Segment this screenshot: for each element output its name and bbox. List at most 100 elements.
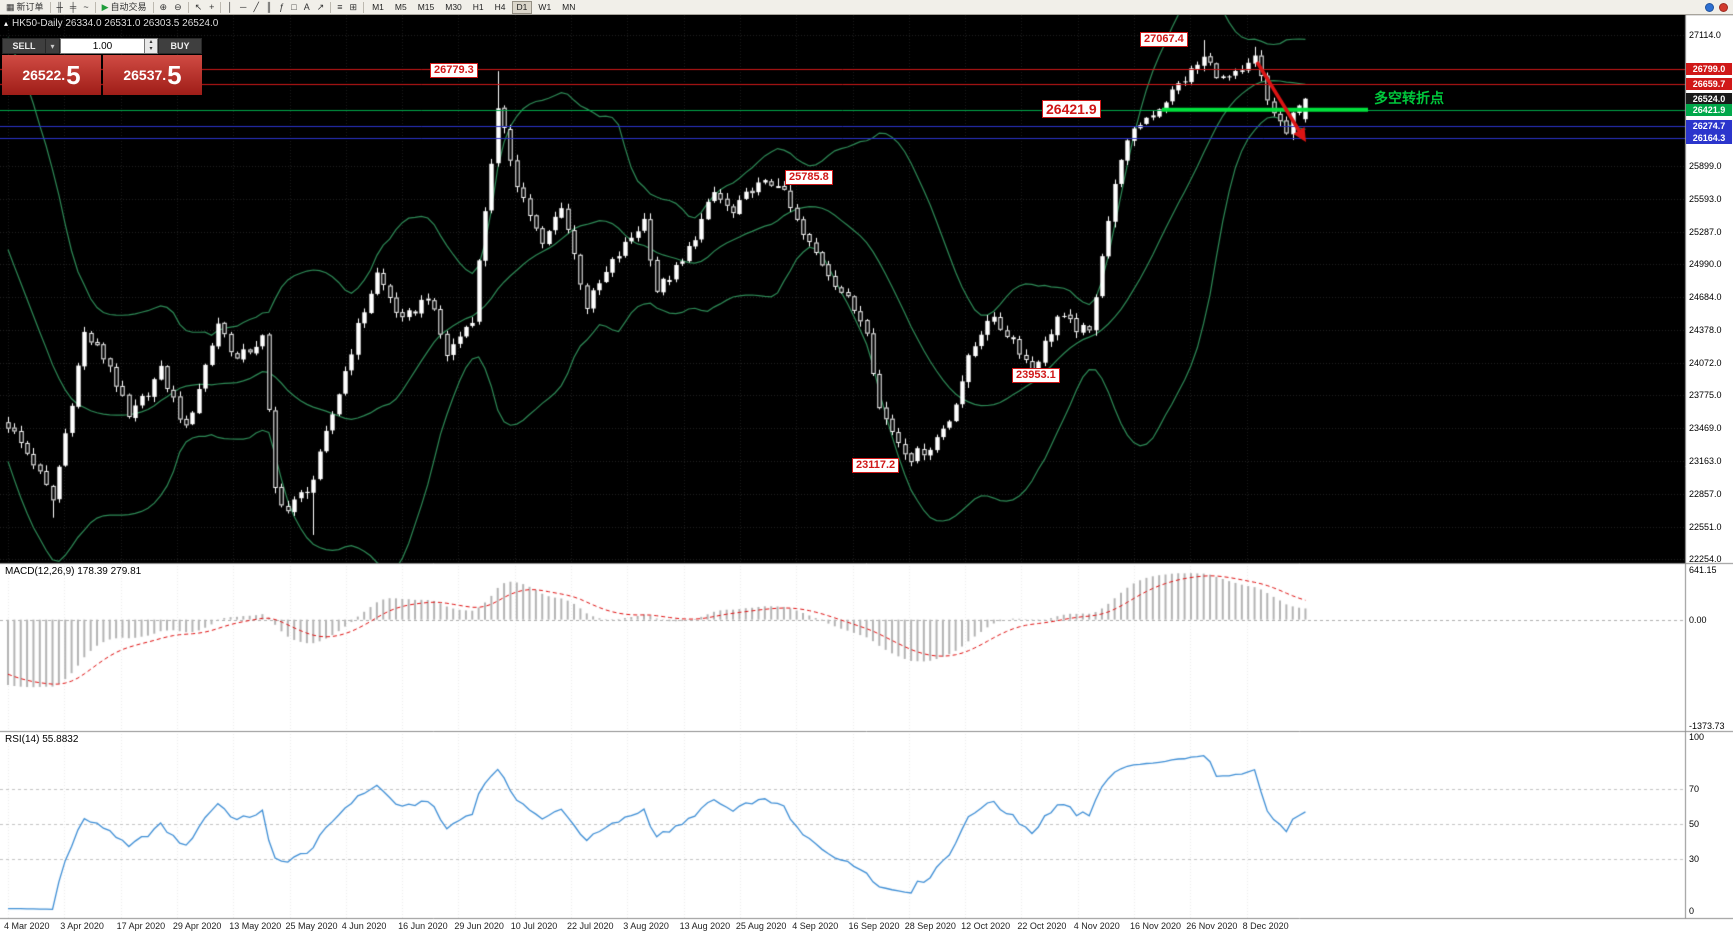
channel-icon-icon: ║ bbox=[265, 1, 273, 12]
toolbar: ▦ 新订单 ╫ ╪ ~ ▶ 自动交易 ⊕ ⊖ ↖ + │ ─ ╱ ║ ƒ □ A ↗ ≡ ⊞ M1 M5 M15 M30 H1 H4… bbox=[0, 0, 1733, 15]
zoom-in-icon[interactable]: ⊕ bbox=[157, 1, 171, 14]
shapes-icon-icon: □ bbox=[291, 1, 297, 12]
date-label: 8 Dec 2020 bbox=[1242, 921, 1289, 931]
zoom-out-icon[interactable]: ⊖ bbox=[171, 1, 185, 14]
price-callout: 26779.3 bbox=[430, 63, 478, 79]
community-icon[interactable] bbox=[1705, 2, 1714, 12]
price-tag: 26799.0 bbox=[1686, 63, 1732, 76]
price-callout: 25785.8 bbox=[785, 170, 833, 186]
shapes-icon[interactable]: □ bbox=[288, 1, 299, 14]
new-order-button-label: 新订单 bbox=[16, 1, 44, 12]
timeframe-m5-button[interactable]: M5 bbox=[390, 1, 412, 14]
cursor-icon-icon: ↖ bbox=[194, 1, 203, 12]
toolbar-separator bbox=[220, 1, 222, 13]
buy-price-main: 26537. bbox=[123, 67, 167, 83]
arrows-icon[interactable]: ↗ bbox=[314, 1, 328, 14]
spinner-up-icon[interactable]: ▴ bbox=[149, 39, 153, 45]
price-axis-label: 27114.0 bbox=[1689, 30, 1721, 41]
macd-axis-label: 0.00 bbox=[1689, 614, 1707, 625]
timeframe-w1-button[interactable]: W1 bbox=[533, 1, 556, 14]
price-axis-label: 24378.0 bbox=[1689, 325, 1722, 336]
date-label: 29 Apr 2020 bbox=[172, 921, 222, 931]
price-callout: 27067.4 bbox=[1140, 32, 1188, 48]
objects-icon-icon: ⊞ bbox=[349, 1, 358, 12]
price-axis-label: 24990.0 bbox=[1689, 259, 1722, 270]
toolbar-separator bbox=[49, 1, 51, 13]
timeframe-mn-button[interactable]: MN bbox=[557, 1, 580, 14]
price-tag: 26274.7 bbox=[1686, 119, 1732, 132]
chart-line-icon-icon: ~ bbox=[83, 1, 89, 12]
date-label: 4 Sep 2020 bbox=[792, 921, 839, 931]
price-tag: 26421.9 bbox=[1686, 103, 1732, 116]
horizontal-line-icon-icon: ─ bbox=[240, 1, 247, 12]
price-axis[interactable]: 27114.0 25899.0 25593.0 25287.0 24990.0 24684… bbox=[1685, 0, 1733, 918]
chart-bars-icon-icon: ╫ bbox=[56, 1, 63, 12]
rsi-label: RSI(14) 55.8832 bbox=[5, 734, 79, 745]
spinner-down-icon[interactable]: ▾ bbox=[149, 46, 153, 52]
buy-price-button[interactable]: 26537. 5 bbox=[103, 55, 202, 95]
macd-axis-label: 641.15 bbox=[1689, 565, 1717, 575]
rsi-axis-label: 50 bbox=[1689, 819, 1700, 829]
price-tag: 26524.0 bbox=[1686, 92, 1732, 105]
date-label: 16 Nov 2020 bbox=[1130, 921, 1182, 931]
arrows-icon-icon: ↗ bbox=[316, 1, 325, 12]
volume-input[interactable] bbox=[60, 38, 145, 54]
date-label: 10 Jul 2020 bbox=[510, 921, 558, 931]
timeframe-h1-button[interactable]: H1 bbox=[468, 1, 489, 14]
autotrading-button[interactable]: ▶ 自动交易 bbox=[99, 1, 150, 14]
chart-bars-icon[interactable]: ╫ bbox=[54, 1, 66, 14]
zoom-out-icon-icon: ⊖ bbox=[174, 1, 182, 12]
timeframe-h4-button[interactable]: H4 bbox=[490, 1, 511, 14]
chart-line-icon[interactable]: ~ bbox=[80, 1, 91, 14]
text-icon[interactable]: A bbox=[301, 1, 313, 14]
symbol-ohlc-text: HK50-Daily 26334.0 26531.0 26303.5 26524… bbox=[12, 18, 219, 29]
price-tag: 26164.3 bbox=[1686, 131, 1732, 144]
toolbar-separator bbox=[94, 1, 96, 13]
date-label: 3 Apr 2020 bbox=[60, 921, 104, 931]
horizontal-line-icon[interactable]: ─ bbox=[237, 1, 249, 14]
trendline-icon[interactable]: ╱ bbox=[250, 1, 261, 14]
fibonacci-icon[interactable]: ƒ bbox=[276, 1, 287, 14]
autotrading-button-label: 自动交易 bbox=[110, 1, 147, 12]
chart-candles-icon[interactable]: ╪ bbox=[67, 1, 79, 14]
timeframe-d1-button[interactable]: D1 bbox=[511, 0, 533, 14]
channel-icon[interactable]: ║ bbox=[263, 1, 275, 14]
sell-price-button[interactable]: 26522. 5 bbox=[2, 55, 101, 95]
timeframe-m1-button[interactable]: M1 bbox=[367, 1, 389, 14]
zoom-in-icon-icon: ⊕ bbox=[159, 1, 168, 12]
macd-axis-label: -1373.73 bbox=[1689, 721, 1725, 731]
sell-button[interactable]: SELL bbox=[2, 38, 46, 54]
price-axis-label: 25899.0 bbox=[1689, 161, 1722, 172]
rsi-axis-label: 0 bbox=[1689, 906, 1695, 916]
price-callout: 26421.9 bbox=[1042, 99, 1101, 118]
indicators-icon[interactable]: ≡ bbox=[334, 1, 345, 14]
vertical-line-icon[interactable]: │ bbox=[224, 1, 236, 14]
price-axis-label: 25593.0 bbox=[1689, 194, 1722, 205]
trade-panel-prices: 26522. 5 26537. 5 bbox=[2, 55, 202, 95]
volume-spinner[interactable]: ▴ ▾ bbox=[145, 38, 158, 54]
price-axis-label: 23163.0 bbox=[1689, 456, 1722, 467]
order-type-dropdown-icon[interactable]: ▾ bbox=[46, 38, 60, 54]
price-callout: 23953.1 bbox=[1012, 368, 1060, 384]
objects-icon[interactable]: ⊞ bbox=[347, 1, 361, 14]
crosshair-icon[interactable]: + bbox=[206, 1, 217, 14]
new-order-button[interactable]: ▦ 新订单 bbox=[3, 1, 47, 14]
date-label: 16 Sep 2020 bbox=[848, 921, 900, 931]
buy-button[interactable]: BUY bbox=[158, 38, 202, 54]
time-axis[interactable]: 4 Mar 2020 3 Apr 2020 17 Apr 2020 29 Apr 20… bbox=[0, 918, 1733, 937]
price-axis-label: 22551.0 bbox=[1689, 522, 1722, 533]
vertical-line-icon-icon: │ bbox=[227, 1, 234, 12]
autotrading-icon: ▶ bbox=[101, 1, 109, 12]
one-click-trading-panel: SELL ▾ ▴▾ BUY 26522. 5 26537. 5 bbox=[2, 38, 202, 95]
news-icon[interactable] bbox=[1719, 2, 1728, 12]
date-label: 25 Aug 2020 bbox=[735, 921, 787, 931]
price-tag: 26659.7 bbox=[1686, 78, 1732, 91]
rsi-axis-label: 70 bbox=[1689, 784, 1700, 795]
rsi-axis-label: 100 bbox=[1689, 732, 1705, 742]
date-label: 28 Sep 2020 bbox=[904, 921, 956, 931]
new-order-icon: ▦ bbox=[6, 1, 15, 12]
price-axis-label: 23469.0 bbox=[1689, 423, 1722, 434]
cursor-icon[interactable]: ↖ bbox=[192, 1, 206, 14]
timeframe-m30-button[interactable]: M30 bbox=[440, 1, 467, 14]
timeframe-m15-button[interactable]: M15 bbox=[413, 1, 440, 14]
